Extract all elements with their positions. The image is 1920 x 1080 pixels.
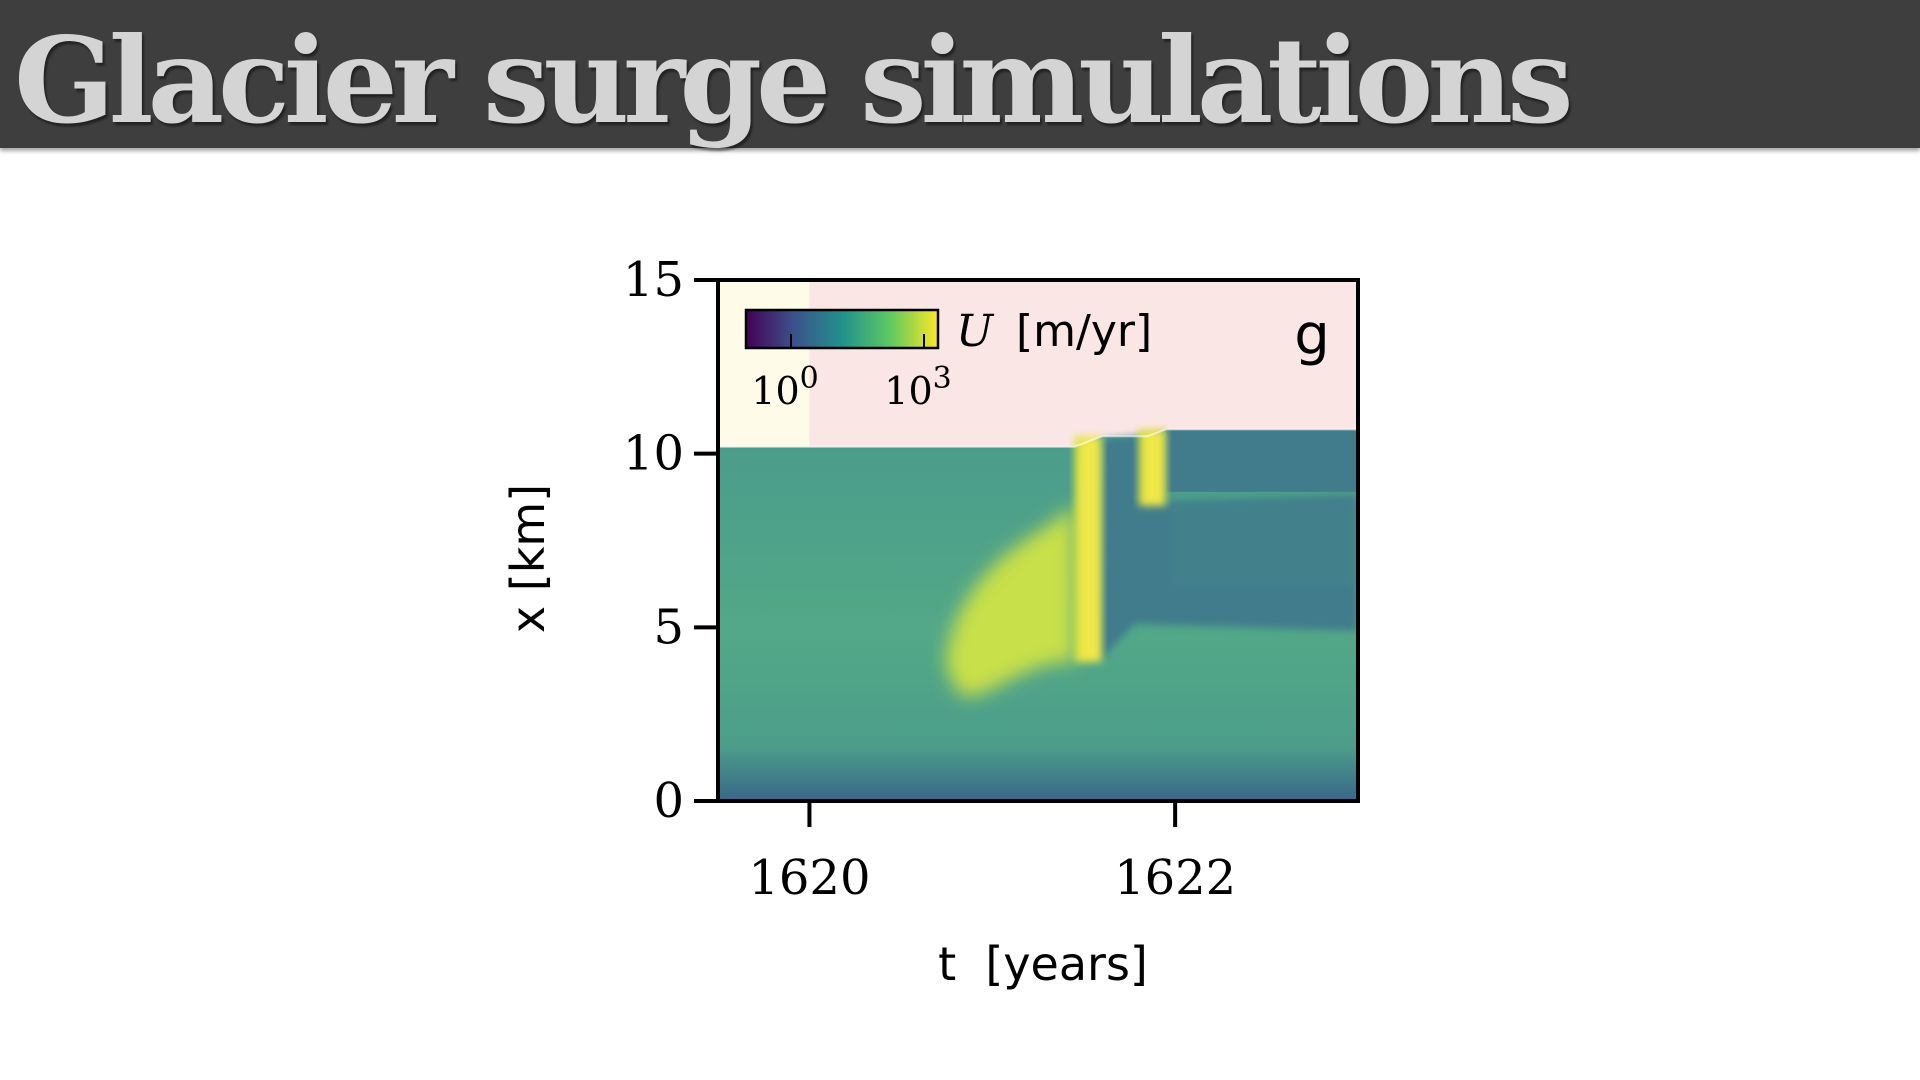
colorbar-symbol: U bbox=[956, 306, 995, 357]
y-tick-label: 5 bbox=[653, 599, 684, 655]
panel-label: g bbox=[1294, 303, 1330, 368]
y-tick-label: 15 bbox=[623, 252, 684, 308]
x-tick-label: 1620 bbox=[748, 850, 870, 906]
y-tick-label: 0 bbox=[653, 773, 684, 829]
downstream-mid-region bbox=[1171, 502, 1358, 585]
colorbar-gradient bbox=[746, 310, 938, 348]
y-axis-label: x [km] bbox=[501, 484, 555, 633]
colorbar-unit: [m/yr] bbox=[1016, 306, 1152, 357]
surge-peak-2 bbox=[1139, 429, 1166, 505]
x-axis-label: t [years] bbox=[938, 937, 1148, 991]
x-tick-label: 1622 bbox=[1114, 850, 1236, 906]
downstream-upper-region bbox=[1166, 429, 1358, 492]
surge-peak-1 bbox=[1075, 436, 1102, 662]
y-tick-label: 10 bbox=[623, 426, 684, 482]
heatmap-area bbox=[718, 280, 1358, 801]
